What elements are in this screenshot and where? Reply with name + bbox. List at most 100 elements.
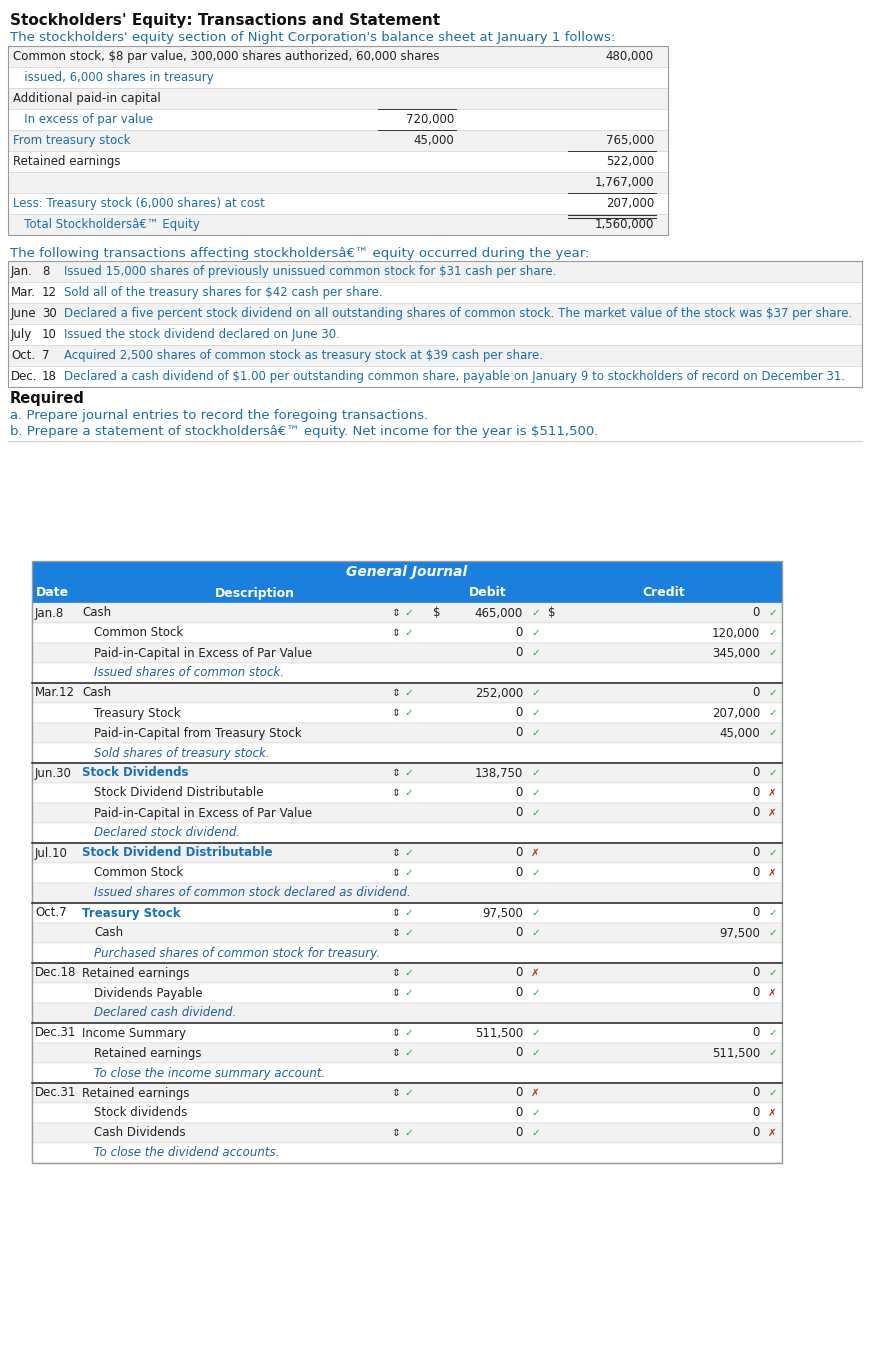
Text: 7: 7 [42,348,50,362]
Bar [32,884,781,902]
Text: Declared stock dividend.: Declared stock dividend. [94,826,240,839]
Text: 207,000: 207,000 [605,196,653,210]
Bar [32,923,781,943]
Text: Dec.31: Dec.31 [35,1087,76,1099]
Bar [8,151,667,172]
Text: Common Stock: Common Stock [94,627,183,639]
Text: Additional paid-in capital: Additional paid-in capital [13,91,161,105]
Text: 345,000: 345,000 [711,647,760,659]
Text: b. Prepare a statement of stockholdersâ€™ equity. Net income for the year is $51: b. Prepare a statement of stockholdersâ€… [10,425,598,437]
Text: Purchased shares of common stock for treasury.: Purchased shares of common stock for tre… [94,947,380,959]
Bar [32,1083,781,1103]
Text: ✓: ✓ [403,868,412,878]
Text: Paid-in-Capital in Excess of Par Value: Paid-in-Capital in Excess of Par Value [94,807,312,819]
Text: ✓: ✓ [767,968,776,978]
Text: ✓: ✓ [530,1128,539,1138]
Bar [8,46,667,235]
Text: 97,500: 97,500 [719,927,760,940]
Text: In excess of par value: In excess of par value [13,113,153,126]
Bar [32,1024,781,1042]
Bar [32,963,781,983]
Text: issued, 6,000 shares in treasury: issued, 6,000 shares in treasury [13,71,214,83]
Text: ⇕: ⇕ [392,1088,401,1098]
Text: ⇕: ⇕ [392,868,401,878]
Text: ✓: ✓ [767,728,776,738]
Text: 97,500: 97,500 [481,907,522,920]
Text: Jul.10: Jul.10 [35,846,68,859]
Text: 0: 0 [515,787,522,799]
Bar [32,683,781,703]
Text: ✓: ✓ [403,989,412,998]
Text: 8: 8 [42,265,50,278]
Bar [32,582,781,603]
Text: 0: 0 [515,1127,522,1139]
Text: 0: 0 [752,1087,760,1099]
Text: 207,000: 207,000 [711,706,760,720]
Text: Retained earnings: Retained earnings [13,155,121,168]
Text: ✗: ✗ [767,1108,776,1118]
Text: 480,000: 480,000 [605,50,653,63]
Text: ✓: ✓ [403,628,412,638]
Text: Description: Description [215,586,295,600]
Text: Stock Dividend Distributable: Stock Dividend Distributable [94,787,263,799]
Bar [32,943,781,963]
Text: Credit: Credit [641,586,684,600]
Text: ✓: ✓ [403,1028,412,1038]
Bar [8,109,667,130]
Text: Treasury Stock: Treasury Stock [94,706,181,720]
Text: 522,000: 522,000 [605,155,653,168]
Text: ✓: ✓ [530,648,539,658]
Bar [8,87,667,109]
Bar [32,643,781,663]
Text: Declared a cash dividend of $1.00 per outstanding common share, payable on Janua: Declared a cash dividend of $1.00 per ou… [64,370,844,383]
Text: 18: 18 [42,370,56,383]
Text: ✓: ✓ [530,728,539,738]
Text: Acquired 2,500 shares of common stock as treasury stock at $39 cash per share.: Acquired 2,500 shares of common stock as… [64,348,542,362]
Text: Cash: Cash [94,927,123,940]
Text: ⇕: ⇕ [392,1028,401,1038]
Text: ✓: ✓ [767,1048,776,1059]
Text: 120,000: 120,000 [711,627,760,639]
Bar [32,1042,781,1063]
Text: 0: 0 [515,647,522,659]
Text: 0: 0 [752,986,760,999]
Bar [8,172,667,192]
Text: ✓: ✓ [530,868,539,878]
Text: ✗: ✗ [767,808,776,818]
Text: The stockholders' equity section of Night Corporation's balance sheet at January: The stockholders' equity section of Nigh… [10,31,614,44]
Text: ✓: ✓ [403,928,412,937]
Text: ✗: ✗ [767,788,776,798]
Text: ✓: ✓ [530,1028,539,1038]
Text: ✗: ✗ [530,1088,539,1098]
Text: To close the dividend accounts.: To close the dividend accounts. [94,1146,279,1159]
Text: 12: 12 [42,286,57,299]
Text: Treasury Stock: Treasury Stock [82,907,180,920]
Text: ✓: ✓ [403,788,412,798]
Text: Mar.12: Mar.12 [35,686,75,699]
Text: Cash Dividends: Cash Dividends [94,1127,185,1139]
Bar [32,843,781,863]
Bar [32,703,781,724]
Text: ✓: ✓ [767,648,776,658]
Text: 0: 0 [752,686,760,699]
Text: Stock dividends: Stock dividends [94,1107,187,1119]
Text: ✓: ✓ [530,1048,539,1059]
Text: The following transactions affecting stockholdersâ€™ equity occurred during the : The following transactions affecting sto… [10,246,588,260]
Bar [8,192,667,214]
Text: ✓: ✓ [767,707,776,718]
Text: ⇕: ⇕ [392,788,401,798]
Text: 0: 0 [752,767,760,780]
Text: 0: 0 [752,807,760,819]
Text: ⇕: ⇕ [392,1048,401,1059]
Text: ✓: ✓ [767,1088,776,1098]
Text: ✗: ✗ [530,968,539,978]
Bar [32,561,781,582]
Bar [32,742,781,763]
Text: 0: 0 [515,807,522,819]
Text: ✓: ✓ [530,788,539,798]
Text: Oct.7: Oct.7 [35,907,67,920]
Text: ⇕: ⇕ [392,847,401,858]
Text: Paid-in-Capital in Excess of Par Value: Paid-in-Capital in Excess of Par Value [94,647,312,659]
Text: $: $ [547,607,555,620]
Text: 1,560,000: 1,560,000 [594,218,653,231]
